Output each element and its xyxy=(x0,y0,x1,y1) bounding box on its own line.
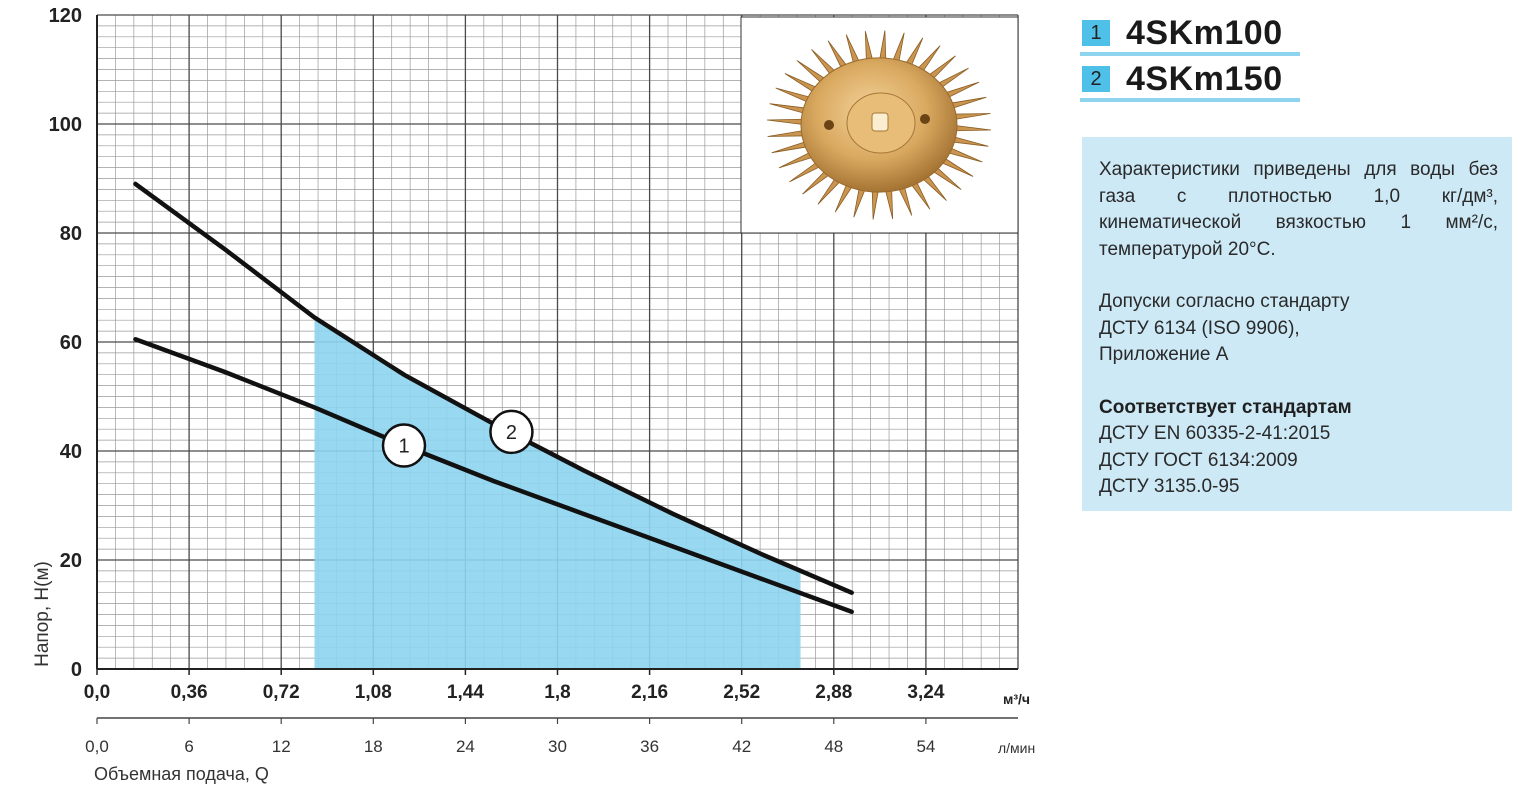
standard-3: ДСТУ 3135.0-95 xyxy=(1099,476,1240,497)
x2-tick-label: 48 xyxy=(824,737,843,756)
x-tick-label: 3,24 xyxy=(907,682,944,703)
x2-tick-label: 6 xyxy=(184,737,193,756)
y-tick-label: 120 xyxy=(49,5,82,27)
x2-tick-label: 36 xyxy=(640,737,659,756)
tolerance-line-2: ДСТУ 6134 (ISO 9906), xyxy=(1099,317,1300,339)
x-axis-label: Объемная подача, Q xyxy=(94,764,269,784)
marker-circle xyxy=(489,409,534,455)
x-tick-label: 2,88 xyxy=(815,682,852,703)
curve-1 xyxy=(133,337,854,615)
x2-tick-label: 30 xyxy=(548,737,567,756)
x2-tick-label: 42 xyxy=(732,737,751,756)
y-axis-label: Напор, H(м) xyxy=(32,561,53,667)
tolerance-line-3: Приложение А xyxy=(1099,344,1229,365)
impeller-photo xyxy=(740,16,1019,234)
marker-label: 1 xyxy=(398,436,409,458)
y-tick-label: 100 xyxy=(49,114,82,136)
legend-underline xyxy=(1080,52,1300,56)
impeller-bore xyxy=(871,112,889,132)
x2-tick-label: 18 xyxy=(364,737,383,756)
marker-label: 2 xyxy=(506,422,517,444)
conditions-text: Характеристики приведены для воды без га… xyxy=(1099,159,1498,260)
x2-tick-label: 54 xyxy=(916,737,935,756)
x2-tick-label: 12 xyxy=(272,737,291,756)
x-tick-label: 2,16 xyxy=(631,682,668,703)
legend-item-1: 1 4SKm100 xyxy=(1080,14,1300,56)
x-tick-label: 2,52 xyxy=(723,682,760,703)
x-tick-label: 0,72 xyxy=(263,682,300,703)
marker-circle xyxy=(381,423,427,468)
info-panel: Характеристики приведены для воды без га… xyxy=(1082,137,1512,511)
y-tick-label: 0 xyxy=(71,659,82,681)
x-unit-label: м³/ч xyxy=(1003,691,1030,707)
standard-2: ДСТУ ГОСТ 6134:2009 xyxy=(1099,449,1298,471)
x-tick-label: 1,8 xyxy=(544,682,570,703)
impeller-icon xyxy=(766,30,992,220)
legend-number-1: 1 xyxy=(1082,20,1110,46)
x2-tick-label: 0,0 xyxy=(85,737,109,756)
impeller-hole xyxy=(824,120,834,130)
legend-number-2: 2 xyxy=(1082,66,1110,92)
x-tick-label: 1,44 xyxy=(447,682,484,703)
x2-unit-label: л/мин xyxy=(998,740,1035,756)
x-tick-label: 1,08 xyxy=(355,682,392,703)
x-tick-labels: 0,0 0,36 0,72 1,08 1,44 1,8 2,16 2,52 2,88 3,24 xyxy=(84,669,945,703)
curve-marker-2: 2 xyxy=(489,409,534,455)
x2-tick-labels: 0,0 6 12 18 24 30 36 42 48 54 xyxy=(85,718,935,756)
x-tick-label: 0,36 xyxy=(171,682,208,703)
x-tick-label: 0,0 xyxy=(84,682,110,703)
legend-name-1: 4SKm100 xyxy=(1126,14,1283,52)
legend-underline xyxy=(1080,98,1300,102)
operating-range-area xyxy=(314,317,801,669)
y-tick-labels: 0 20 40 60 80 100 120 xyxy=(49,5,82,681)
curve-marker-1: 1 xyxy=(381,423,427,468)
x2-tick-label: 24 xyxy=(456,737,475,756)
impeller-hole xyxy=(920,114,930,124)
y-tick-label: 40 xyxy=(60,441,82,463)
standard-1: ДСТУ EN 60335-2-41:2015 xyxy=(1099,423,1331,444)
y-tick-label: 60 xyxy=(60,332,82,354)
curve-markers: 12 xyxy=(381,409,534,468)
y-tick-label: 80 xyxy=(60,223,82,245)
legend-item-2: 2 4SKm150 xyxy=(1080,60,1300,102)
standards-title: Соответствует стандартам xyxy=(1099,396,1352,418)
legend-name-2: 4SKm150 xyxy=(1126,60,1283,98)
y-tick-label: 20 xyxy=(60,550,82,572)
tolerance-line-1: Допуски согласно стандарту xyxy=(1099,291,1350,312)
